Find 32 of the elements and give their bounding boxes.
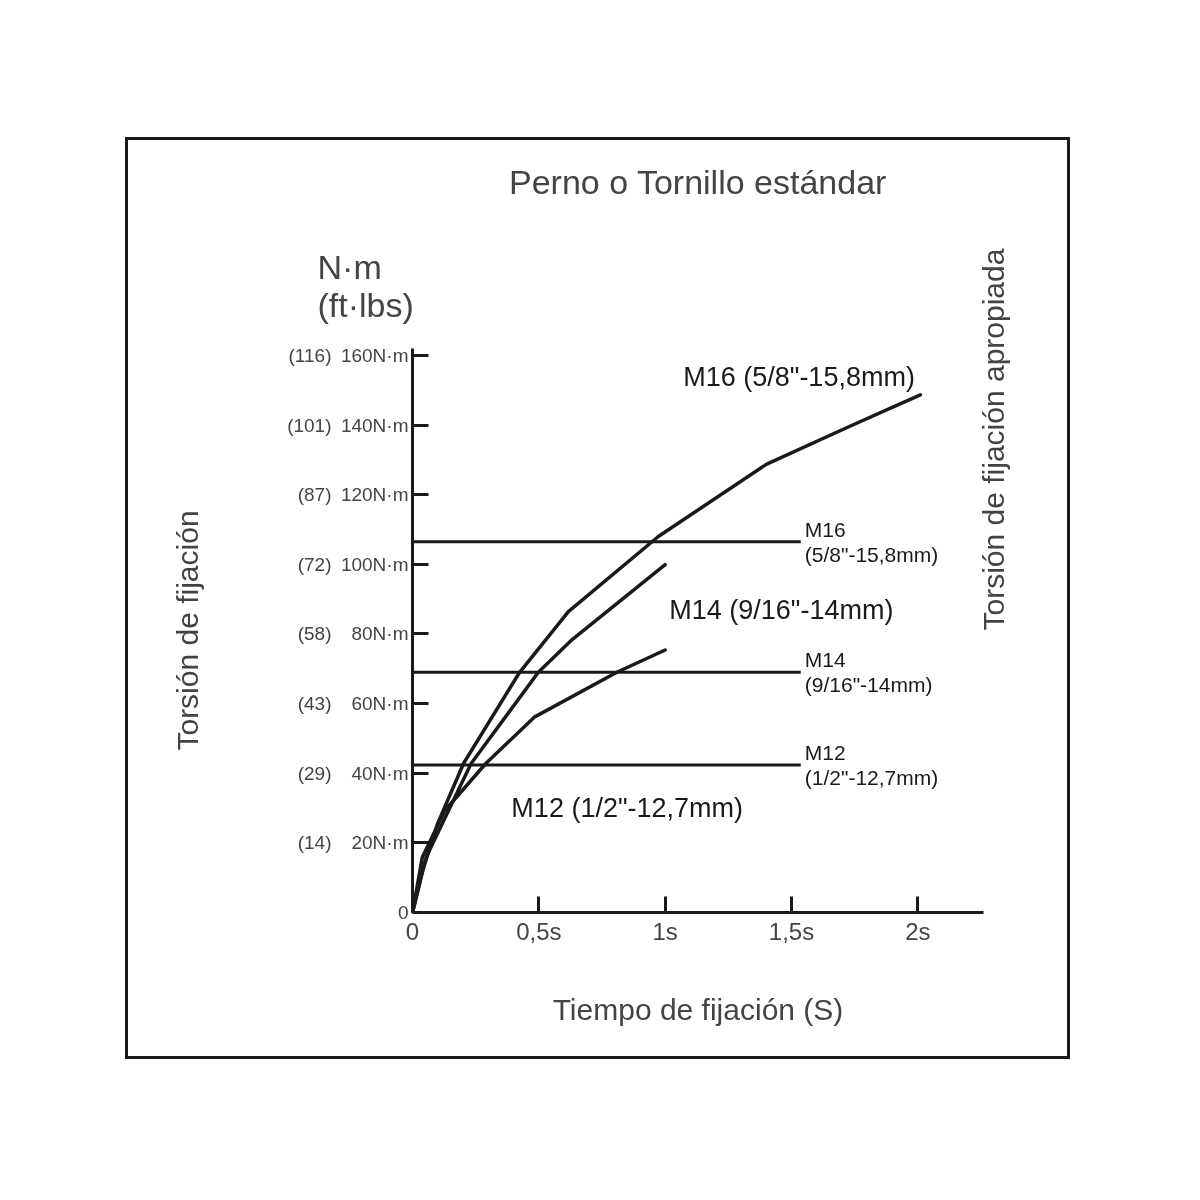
y-tick-label: 120N·m <box>340 484 409 506</box>
text: (43) <box>297 693 332 715</box>
x-tick-label: 2s <box>905 917 931 945</box>
y-tick-label: 60N·m <box>351 693 409 715</box>
y-tick-label: 100N·m <box>340 553 409 575</box>
text: (101) <box>287 414 332 436</box>
text: N·m (ft·lbs) <box>317 247 414 324</box>
x-axis-title: Tiempo de fijación (S) <box>552 992 844 1026</box>
annotation: M14 (9/16"-14mm) <box>669 594 894 625</box>
text: (29) <box>297 762 332 784</box>
x-tick-label: 0,5s <box>516 917 562 945</box>
ref-line-label: M14 (9/16"-14mm) <box>804 648 933 697</box>
ref-line-label: M12 (1/2"-12,7mm) <box>804 740 939 790</box>
y-tick-label: 160N·m <box>340 344 409 366</box>
text: (87) <box>297 484 332 506</box>
ref-line-label: M16 (5/8"-15,8mm) <box>804 517 939 566</box>
x-tick-label: 1,5s <box>768 917 815 945</box>
text: (14) <box>297 832 332 854</box>
y-tick-label: 80N·m <box>351 623 409 645</box>
text: (72) <box>297 553 332 575</box>
y-tick-label: 40N·m <box>351 762 409 784</box>
text: (58) <box>297 623 332 645</box>
chart-title: Perno o Tornillo estándar <box>509 162 887 201</box>
annotation: M12 (1/2"-12,7mm) <box>511 793 744 824</box>
y-tick-label: 20N·m <box>351 832 409 854</box>
annotation: M16 (5/8"-15,8mm) <box>683 361 915 392</box>
y-axis-title: Torsión de fijación <box>171 510 205 751</box>
annotation: Torsión de fijación apropiada <box>977 248 1010 631</box>
text: (116) <box>288 344 332 366</box>
y-tick-label: 0 <box>397 902 409 923</box>
y-tick-label: 140N·m <box>340 414 409 436</box>
x-tick-label: 1s <box>652 917 678 945</box>
